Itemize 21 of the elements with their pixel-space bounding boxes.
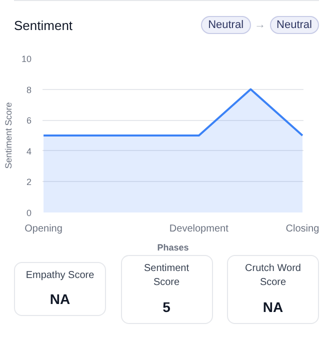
x-tick-label: Closing: [286, 224, 320, 234]
text: Crutch Word Score: [244, 262, 302, 290]
text: 5: [162, 298, 172, 317]
text: Neutral: [270, 16, 319, 34]
text: NA: [48, 290, 72, 310]
text: →: [254, 19, 266, 32]
y-tick-label: 10: [21, 54, 32, 64]
y-tick-label: 2: [26, 177, 32, 188]
x-tick-label: Opening: [24, 224, 62, 234]
x-axis-title: Phases: [157, 242, 189, 252]
text: NA: [262, 298, 284, 317]
chart-title: Sentiment: [14, 17, 73, 35]
text: Empathy Score: [25, 269, 95, 284]
text: Sentiment Score: [142, 262, 190, 290]
text: Neutral: [201, 16, 251, 34]
x-tick-label: Development: [169, 224, 229, 234]
y-axis-title: Sentiment Score: [3, 102, 14, 169]
y-tick-label: 0: [26, 208, 32, 218]
y-tick-label: 6: [26, 116, 32, 126]
y-tick-label: 4: [26, 146, 32, 156]
y-tick-label: 8: [26, 84, 32, 95]
